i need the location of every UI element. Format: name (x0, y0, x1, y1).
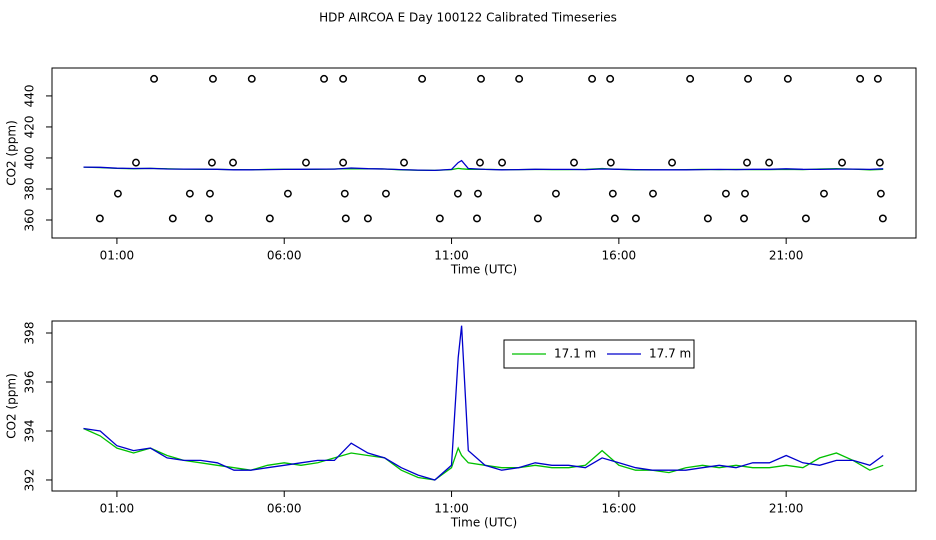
point (265, 214, 274, 223)
point (740, 214, 748, 223)
point (783, 74, 792, 83)
point (208, 158, 216, 167)
point (113, 189, 122, 198)
point (515, 74, 524, 83)
point (686, 74, 695, 83)
x-tick-label: 21:00 (769, 249, 804, 263)
point (204, 214, 213, 223)
y-axis-label: CO2 (ppm) (5, 120, 19, 186)
point (363, 214, 372, 223)
point (801, 214, 810, 223)
x-tick-label: 21:00 (769, 502, 804, 516)
x-tick-label: 06:00 (267, 502, 302, 516)
point (453, 189, 462, 198)
point (247, 74, 256, 83)
x-axis-label: Time (UTC) (450, 516, 517, 530)
y-tick-label: 380 (23, 178, 37, 201)
line (83, 325, 884, 481)
point (340, 189, 349, 198)
point (477, 74, 485, 83)
x-tick-label: 16:00 (602, 502, 637, 516)
point (743, 158, 751, 167)
point (382, 189, 390, 198)
point (570, 158, 578, 167)
point (320, 74, 328, 83)
point (339, 74, 348, 83)
point (606, 158, 615, 167)
point (606, 74, 615, 83)
y-axis-label: CO2 (ppm) (5, 373, 19, 439)
point (533, 214, 542, 223)
x-tick-label: 01:00 (100, 502, 135, 516)
point (229, 158, 237, 167)
point (765, 158, 774, 167)
legend-label: 17.7 m (649, 347, 691, 361)
point (205, 189, 214, 198)
line (83, 159, 884, 172)
x-tick-label: 11:00 (434, 249, 469, 263)
y-tick-label: 392 (23, 469, 37, 492)
point (551, 189, 560, 198)
plot-frame (51, 67, 917, 239)
point (95, 214, 104, 223)
x-axis-label: Time (UTC) (450, 263, 517, 277)
y-tick-label: 440 (23, 84, 37, 107)
x-tick-label: 16:00 (602, 249, 637, 263)
point (608, 189, 617, 198)
point (474, 189, 482, 198)
point (476, 158, 484, 167)
y-tick-label: 394 (23, 420, 37, 443)
point (498, 158, 507, 167)
point (209, 74, 217, 83)
y-tick-label: 400 (23, 147, 37, 170)
point (435, 214, 444, 223)
point (744, 74, 752, 83)
point (610, 214, 619, 223)
y-tick-label: 398 (23, 322, 37, 345)
point (876, 189, 885, 198)
point (838, 158, 846, 167)
x-tick-label: 06:00 (267, 249, 302, 263)
figure-title: HDP AIRCOA E Day 100122 Calibrated Times… (319, 11, 617, 25)
point (132, 158, 140, 167)
point (302, 158, 310, 167)
point (588, 74, 597, 83)
line (83, 427, 884, 481)
x-tick-label: 11:00 (434, 502, 469, 516)
point (649, 189, 657, 198)
plot-frame (51, 320, 917, 492)
point (703, 214, 712, 223)
point (741, 189, 749, 198)
point (873, 74, 882, 83)
point (668, 158, 677, 167)
point (820, 189, 828, 198)
y-tick-label: 360 (23, 209, 37, 232)
point (283, 189, 292, 198)
y-tick-label: 396 (23, 371, 37, 394)
point (721, 189, 730, 198)
point (150, 74, 159, 83)
point (339, 158, 348, 167)
point (856, 74, 865, 83)
point (185, 189, 194, 198)
point (875, 158, 884, 167)
point (878, 214, 887, 223)
legend-label: 17.1 m (554, 347, 596, 361)
point (341, 214, 350, 223)
point (168, 214, 177, 223)
y-tick-label: 420 (23, 115, 37, 138)
point (418, 74, 427, 83)
point (631, 214, 640, 223)
point (400, 158, 408, 167)
point (473, 214, 481, 223)
x-tick-label: 01:00 (100, 249, 135, 263)
